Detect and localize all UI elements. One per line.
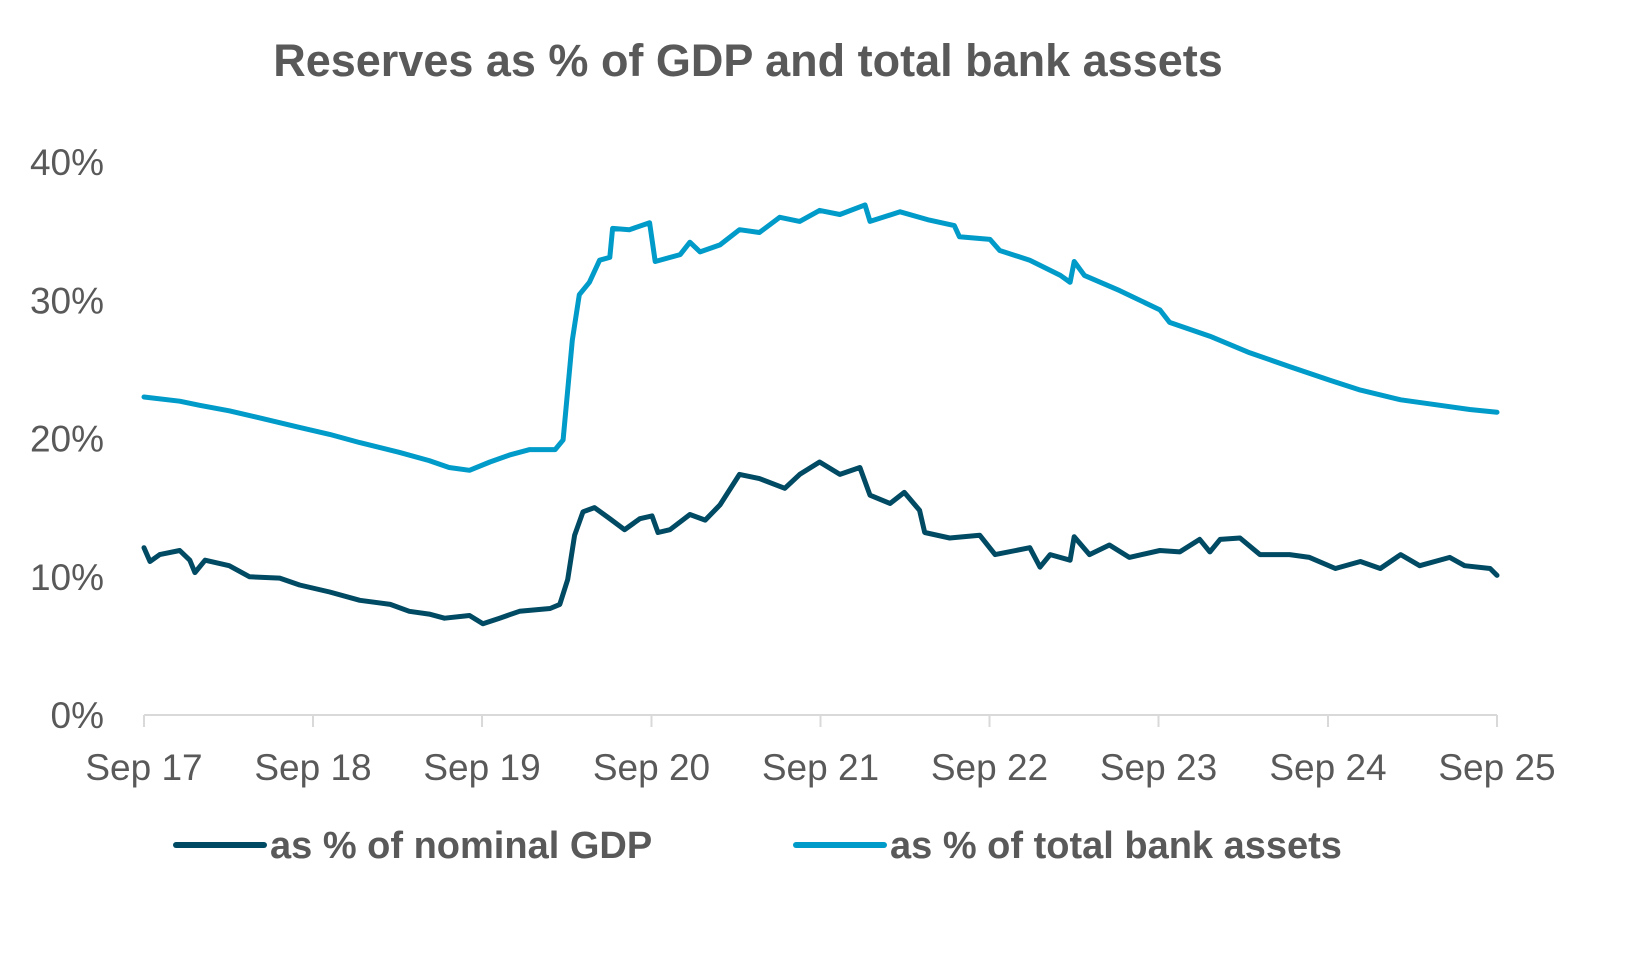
x-tick-label: Sep 21 [762,747,879,788]
x-tick-label: Sep 17 [85,747,202,788]
y-tick-label: 40% [30,142,104,183]
y-axis: 0% 10% 20% 30% 40% [30,142,104,736]
x-tick-label: Sep 23 [1100,747,1217,788]
y-tick-label: 20% [30,419,104,460]
plot-area [141,202,1500,627]
x-tick-label: Sep 22 [931,747,1048,788]
series-line-total-bank-assets [141,202,1500,473]
legend: as % of nominal GDP as % of total bank as… [173,825,1342,867]
x-tick-label: Sep 19 [423,747,540,788]
chart-title: Reserves as % of GDP and total bank asse… [273,35,1223,86]
legend-label: as % of total bank assets [890,825,1342,867]
legend-label: as % of nominal GDP [270,825,652,867]
y-tick-label: 30% [30,280,104,321]
legend-item: as % of nominal GDP [173,825,652,867]
x-tick-label: Sep 18 [254,747,371,788]
y-tick-label: 0% [51,695,104,736]
x-tick-label: Sep 25 [1438,747,1555,788]
y-tick-label: 10% [30,557,104,598]
x-tick-label: Sep 20 [593,747,710,788]
x-axis: Sep 17 Sep 18 Sep 19 Sep 20 Sep 21 Sep 22 Sep … [85,714,1556,788]
series-line-nominal-gdp [141,459,1500,627]
x-tick-label: Sep 24 [1269,747,1386,788]
legend-item: as % of total bank assets [793,825,1342,867]
